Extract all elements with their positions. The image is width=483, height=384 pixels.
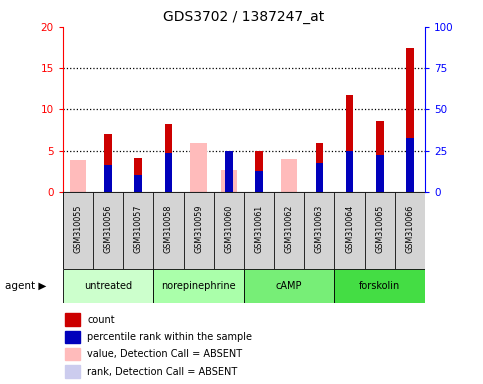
Text: GSM310065: GSM310065 [375, 205, 384, 253]
Text: GSM310060: GSM310060 [224, 205, 233, 253]
Bar [255, 151, 263, 192]
Bar [213, 192, 244, 269]
Bar [365, 192, 395, 269]
Text: GSM310055: GSM310055 [73, 205, 83, 253]
Bar [281, 173, 298, 192]
Bar [395, 192, 425, 269]
Text: GSM310056: GSM310056 [103, 205, 113, 253]
Bar [65, 365, 80, 378]
Text: GSM310059: GSM310059 [194, 205, 203, 253]
Bar [315, 143, 323, 192]
Bar [70, 172, 86, 192]
Text: GSM310058: GSM310058 [164, 205, 173, 253]
Bar [281, 159, 298, 192]
Text: forskolin: forskolin [359, 281, 400, 291]
Text: norepinephrine: norepinephrine [161, 281, 236, 291]
Bar [334, 269, 425, 303]
Bar [225, 151, 233, 192]
Bar [406, 138, 414, 192]
Bar [65, 331, 80, 343]
Bar [376, 155, 384, 192]
Bar [346, 95, 354, 192]
Bar [93, 192, 123, 269]
Bar [70, 160, 86, 192]
Bar [165, 124, 172, 192]
Bar [406, 48, 414, 192]
Text: percentile rank within the sample: percentile rank within the sample [87, 332, 253, 342]
Bar [154, 269, 244, 303]
Text: GSM310063: GSM310063 [315, 205, 324, 253]
Text: agent ▶: agent ▶ [5, 281, 46, 291]
Bar [65, 313, 80, 326]
Bar [104, 134, 112, 192]
Text: GSM310057: GSM310057 [134, 205, 143, 253]
Text: GSM310064: GSM310064 [345, 205, 354, 253]
Bar [190, 143, 207, 192]
Bar [255, 171, 263, 192]
Text: untreated: untreated [84, 281, 132, 291]
Bar [134, 158, 142, 192]
Bar [376, 121, 384, 192]
Bar [134, 175, 142, 192]
Text: GSM310066: GSM310066 [405, 205, 414, 253]
Title: GDS3702 / 1387247_at: GDS3702 / 1387247_at [163, 10, 325, 25]
Text: rank, Detection Call = ABSENT: rank, Detection Call = ABSENT [87, 366, 238, 377]
Bar [154, 192, 184, 269]
Bar [244, 192, 274, 269]
Bar [221, 170, 237, 192]
Bar [315, 163, 323, 192]
Bar [65, 348, 80, 361]
Bar [63, 192, 93, 269]
Bar [274, 192, 304, 269]
Bar [123, 192, 154, 269]
Bar [63, 269, 154, 303]
Text: value, Detection Call = ABSENT: value, Detection Call = ABSENT [87, 349, 242, 359]
Text: cAMP: cAMP [276, 281, 302, 291]
Bar [334, 192, 365, 269]
Bar [165, 153, 172, 192]
Text: GSM310061: GSM310061 [255, 205, 264, 253]
Bar [304, 192, 334, 269]
Bar [104, 165, 112, 192]
Bar [244, 269, 334, 303]
Bar [346, 151, 354, 192]
Bar [184, 192, 213, 269]
Text: GSM310062: GSM310062 [284, 205, 294, 253]
Text: count: count [87, 314, 115, 325]
